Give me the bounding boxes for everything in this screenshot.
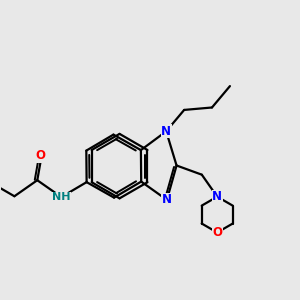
Text: NH: NH <box>52 192 70 202</box>
Text: N: N <box>212 190 222 203</box>
Text: O: O <box>36 149 46 162</box>
Text: N: N <box>162 194 172 206</box>
Text: O: O <box>212 226 222 239</box>
Text: N: N <box>161 125 171 138</box>
